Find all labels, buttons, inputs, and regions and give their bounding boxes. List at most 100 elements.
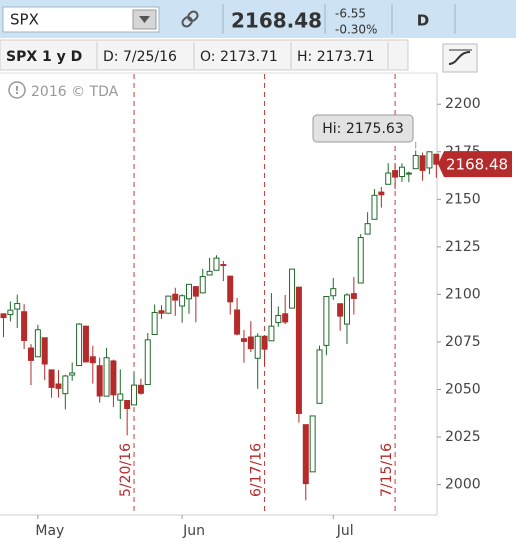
info-icon xyxy=(8,81,26,99)
candle-body xyxy=(34,329,41,358)
candle-body xyxy=(261,335,268,350)
info-name: SPX 1 y D xyxy=(6,49,82,65)
y-tick-label: 2050 xyxy=(445,381,481,397)
x-tick-label: Jul xyxy=(336,523,354,539)
marker-label: 6/17/16 xyxy=(249,443,265,497)
y-tick-label: 2200 xyxy=(445,96,481,112)
y-tick-label: 2100 xyxy=(445,286,481,302)
candle-body xyxy=(412,155,419,170)
candle-body xyxy=(0,313,7,319)
candle-body xyxy=(220,264,227,267)
candle-body xyxy=(172,293,179,301)
candle-body xyxy=(21,311,28,341)
candle-body xyxy=(76,323,83,367)
candle-body xyxy=(323,295,330,346)
candle-body xyxy=(55,383,62,389)
watermark: 2016 © TDA xyxy=(31,84,119,100)
candle-body xyxy=(234,309,241,335)
y-tick-label: 2000 xyxy=(445,477,481,493)
candle-body xyxy=(192,286,199,297)
candle-body xyxy=(337,303,344,317)
symbol: SPX xyxy=(10,11,39,29)
x-tick-label: May xyxy=(35,523,64,539)
style-icon xyxy=(448,51,471,65)
price-tag-label: 2168.48 xyxy=(446,156,508,174)
candle-body xyxy=(364,223,371,235)
candle-body xyxy=(110,360,117,396)
info-high: H: 2173.71 xyxy=(297,49,375,65)
last-price: 2168.48 xyxy=(231,9,322,33)
candle-body xyxy=(371,194,378,220)
percent-change: -0.30% xyxy=(335,23,377,37)
candle-body xyxy=(309,415,316,473)
candle-body xyxy=(419,155,426,171)
candle-body xyxy=(330,288,337,297)
marker-label: 5/20/16 xyxy=(118,443,134,497)
candle-body xyxy=(227,275,234,303)
candle-body xyxy=(131,384,138,406)
candle-body xyxy=(240,338,247,342)
y-tick-label: 2150 xyxy=(445,191,481,207)
candle-body xyxy=(89,356,96,364)
candle-body xyxy=(357,237,364,284)
y-tick-label: 2075 xyxy=(445,334,481,350)
candle-body xyxy=(378,191,385,196)
plot: 200020252050207521002125215021752200MayJ… xyxy=(0,74,512,539)
candle-body xyxy=(62,375,69,395)
candle-body xyxy=(137,384,144,394)
candle-body xyxy=(27,347,34,361)
candle-body xyxy=(289,268,296,309)
candle-body xyxy=(268,325,275,342)
candle-body xyxy=(185,283,192,300)
candle-body xyxy=(282,313,289,323)
candle-body xyxy=(14,303,21,310)
candle-body xyxy=(350,293,357,299)
candle-body xyxy=(302,424,309,485)
candle-body xyxy=(158,310,165,314)
candle-body xyxy=(316,349,323,404)
candle-body xyxy=(213,257,220,271)
candle-body xyxy=(275,315,282,324)
net-change: -6.55 xyxy=(335,7,366,21)
candle-body xyxy=(179,295,186,307)
info-bar xyxy=(0,39,409,71)
candle-body xyxy=(124,400,131,410)
info-icon: ! xyxy=(14,84,19,97)
candle-body xyxy=(69,372,76,376)
link-icon[interactable] xyxy=(181,10,199,28)
candle-body xyxy=(48,369,55,388)
candle-body xyxy=(144,339,151,386)
candle-body xyxy=(41,337,48,365)
annotation: Hi: 2175.63 xyxy=(322,121,403,137)
candle-body xyxy=(165,295,172,314)
y-tick-label: 2025 xyxy=(445,429,481,445)
candle-body xyxy=(199,276,206,294)
candle-body xyxy=(96,365,103,397)
aggregation[interactable]: D xyxy=(417,12,429,30)
candle-body xyxy=(433,153,440,165)
candle-body xyxy=(385,172,392,185)
candle-body xyxy=(151,311,158,336)
candle-body xyxy=(426,151,433,169)
annotation-box xyxy=(312,114,414,143)
price-tag xyxy=(438,151,512,178)
candle-body xyxy=(392,170,399,178)
candle-body xyxy=(405,172,412,175)
candle-body xyxy=(103,357,110,397)
y-tick-label: 2125 xyxy=(445,239,481,255)
x-tick-label: Jun xyxy=(182,523,205,539)
candle-body xyxy=(117,393,124,401)
dropdown-arrow xyxy=(139,16,150,23)
candle-body xyxy=(7,309,14,316)
info-open: O: 2173.71 xyxy=(200,49,278,65)
candle-body xyxy=(206,270,213,276)
style-button[interactable] xyxy=(442,43,478,73)
candle-body xyxy=(344,294,350,325)
info-date: D: 7/25/16 xyxy=(103,49,177,65)
candle-body xyxy=(247,336,254,350)
candle-body xyxy=(254,335,261,359)
marker-label: 7/15/16 xyxy=(379,443,395,497)
candle-body xyxy=(82,325,89,363)
